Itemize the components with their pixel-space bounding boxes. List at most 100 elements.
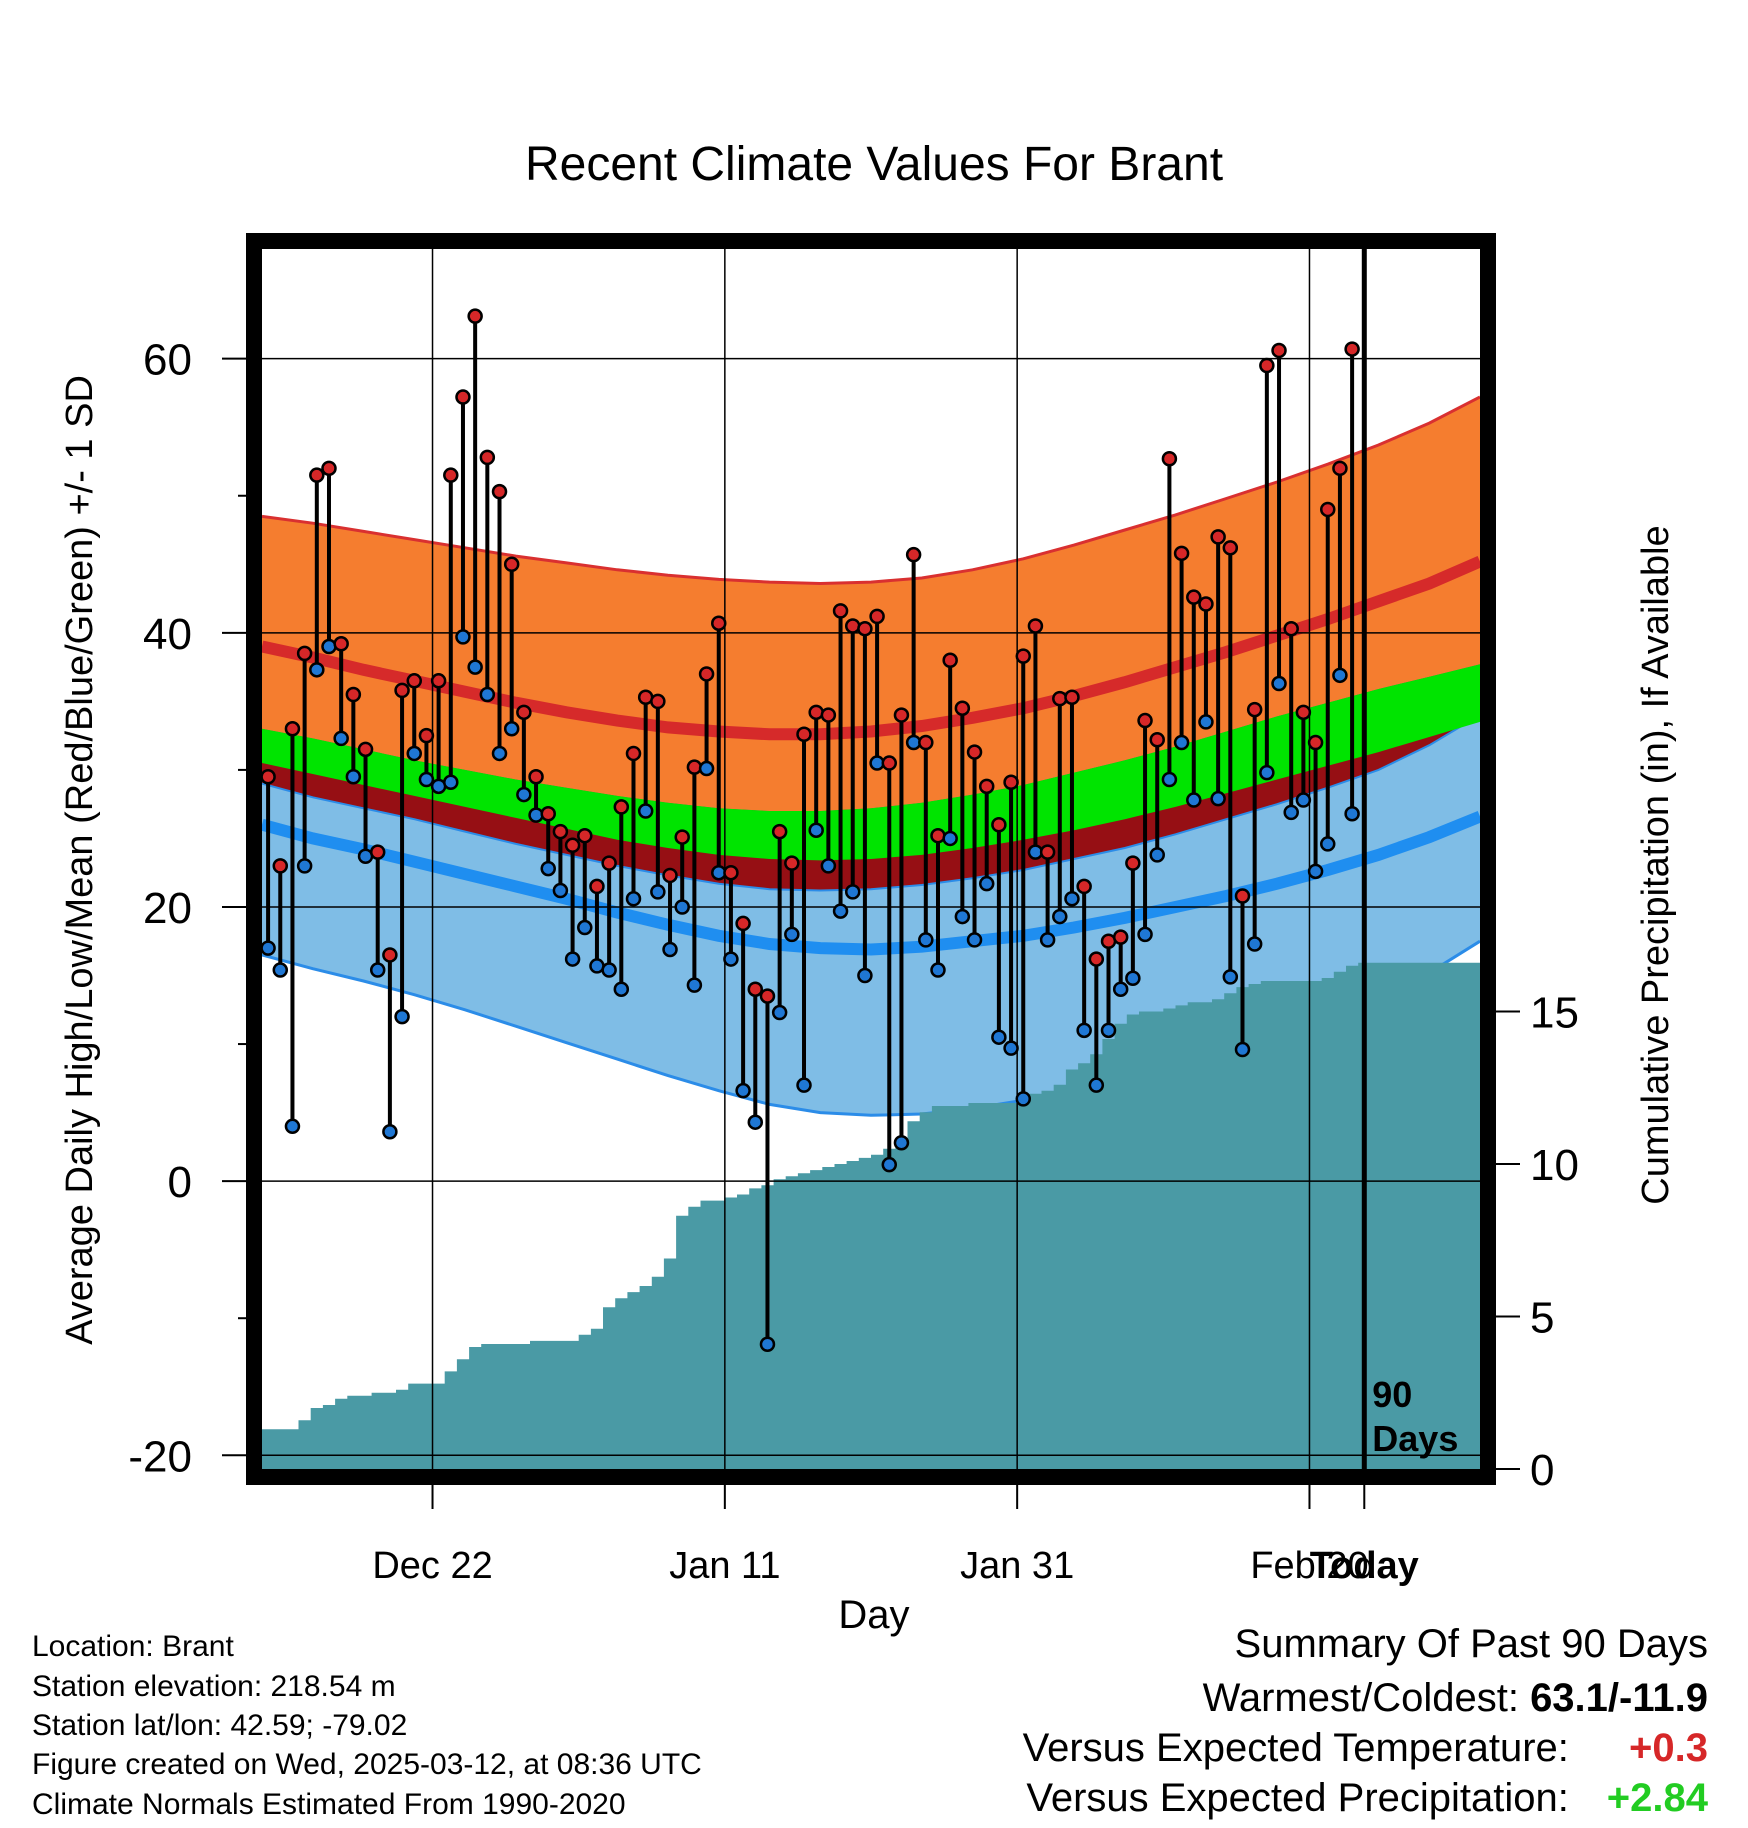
daily-high-point [430,673,447,689]
daily-high-point [784,855,800,871]
daily-low-point [443,774,459,790]
summary-temp-label: Versus Expected Temperature: [1022,1726,1569,1770]
daily-low-point [978,875,995,892]
daily-low-point [954,908,971,925]
daily-high-point [650,693,666,710]
daily-low-point [1234,1041,1251,1058]
daily-low-point [1076,1022,1092,1039]
daily-low-point [1344,806,1360,822]
daily-high-point [1052,690,1068,707]
daily-low-point [771,1004,788,1021]
today-label-days-word: Days [1372,1418,1458,1459]
daily-high-point [625,745,642,762]
daily-high-point [735,915,751,932]
daily-low-point [918,932,934,948]
daily-high-point [930,827,946,844]
daily-high-point [1259,357,1275,374]
daily-low-point [309,662,325,678]
daily-low-point [820,858,837,874]
daily-low-point [394,1008,410,1025]
summary-precip-label: Versus Expected Precipitation: [1026,1776,1569,1820]
x-tick-label: Dec 22 [372,1545,492,1587]
daily-high-point [491,483,508,500]
daily-low-point [1173,734,1190,751]
normal-mean-line [262,664,1480,861]
daily-low-point [1332,667,1348,684]
daily-low-point [1052,908,1068,925]
today-label-days-count: 90 [1372,1374,1412,1415]
y-right-tick-label: 15 [1530,989,1579,1038]
summary-warmest-row: Warmest/Coldest: 63.1/-11.9 [1203,1676,1708,1721]
daily-low-point [1295,792,1312,808]
daily-low-point [382,1124,398,1140]
daily-high-point [869,608,885,625]
daily-high-point [1283,620,1299,637]
daily-high-point [516,704,532,721]
x-tick-label: Today [1310,1545,1419,1587]
daily-low-point [1307,863,1324,880]
daily-high-point [321,460,337,477]
daily-low-point [881,1156,898,1173]
daily-low-point [723,951,739,967]
daily-high-point [613,799,630,815]
daily-low-point [625,891,642,907]
daily-high-point [1234,888,1251,904]
high-sd-upper-edge [262,395,1480,586]
daily-high-point [296,645,313,662]
daily-low-point [479,686,496,703]
footer-normals: Climate Normals Estimated From 1990-2020 [32,1788,626,1821]
daily-high-point [406,673,422,689]
daily-low-point [333,730,349,747]
daily-low-point [1088,1077,1105,1093]
daily-low-point [1100,1022,1117,1039]
summary-precip-value: +2.84 [1606,1776,1708,1820]
daily-high-point [1344,341,1360,357]
daily-high-point [394,682,410,699]
daily-high-point [893,707,910,723]
daily-high-point [1125,855,1141,871]
x-axis-label: Day [838,1593,909,1637]
daily-low-point [808,822,824,838]
daily-high-point [552,823,569,840]
daily-low-point [1198,714,1214,730]
daily-high-point [333,636,349,652]
daily-low-point [1112,981,1129,997]
daily-low-point [418,771,435,788]
daily-high-point [978,778,995,795]
y-left-tick-label: 40 [143,610,192,659]
daily-high-point [1173,545,1190,562]
daily-low-point [735,1082,751,1099]
y-left-tick-label: -20 [128,1432,192,1481]
precip-area [262,962,1480,1469]
daily-high-point [918,734,934,751]
daily-high-point [1064,689,1080,705]
daily-low-point [1271,675,1287,692]
x-tick-label: Jan 31 [960,1545,1074,1587]
daily-high-point [1161,450,1178,467]
daily-high-point [577,827,593,844]
y-axis-label-left: Average Daily High/Low/Mean (Red/Blue/Gr… [59,375,101,1345]
daily-low-point [893,1135,910,1151]
daily-high-point [1210,529,1226,545]
daily-low-point [262,940,276,956]
chart-title: Recent Climate Values For Brant [525,138,1223,191]
daily-low-point [1015,1091,1031,1107]
daily-low-point [406,745,422,762]
daily-high-point [881,755,898,771]
daily-high-point [759,988,776,1004]
daily-low-point [686,977,703,993]
daily-high-point [1027,618,1044,634]
summary-precip-row: Versus Expected Precipitation: +2.84 [1026,1776,1708,1821]
daily-high-point [1039,844,1056,860]
daily-high-point [1076,878,1092,895]
daily-high-point [1246,701,1263,718]
daily-high-point [1003,774,1019,790]
daily-high-point [698,666,715,682]
y-left-tick-label: 60 [143,336,192,385]
summary-temp-value: +0.3 [1629,1726,1708,1770]
daily-high-point [1320,501,1336,518]
plot-frame [246,233,1496,1485]
daily-low-point [747,1114,764,1130]
daily-low-point [467,659,483,675]
daily-high-point [1198,596,1214,612]
